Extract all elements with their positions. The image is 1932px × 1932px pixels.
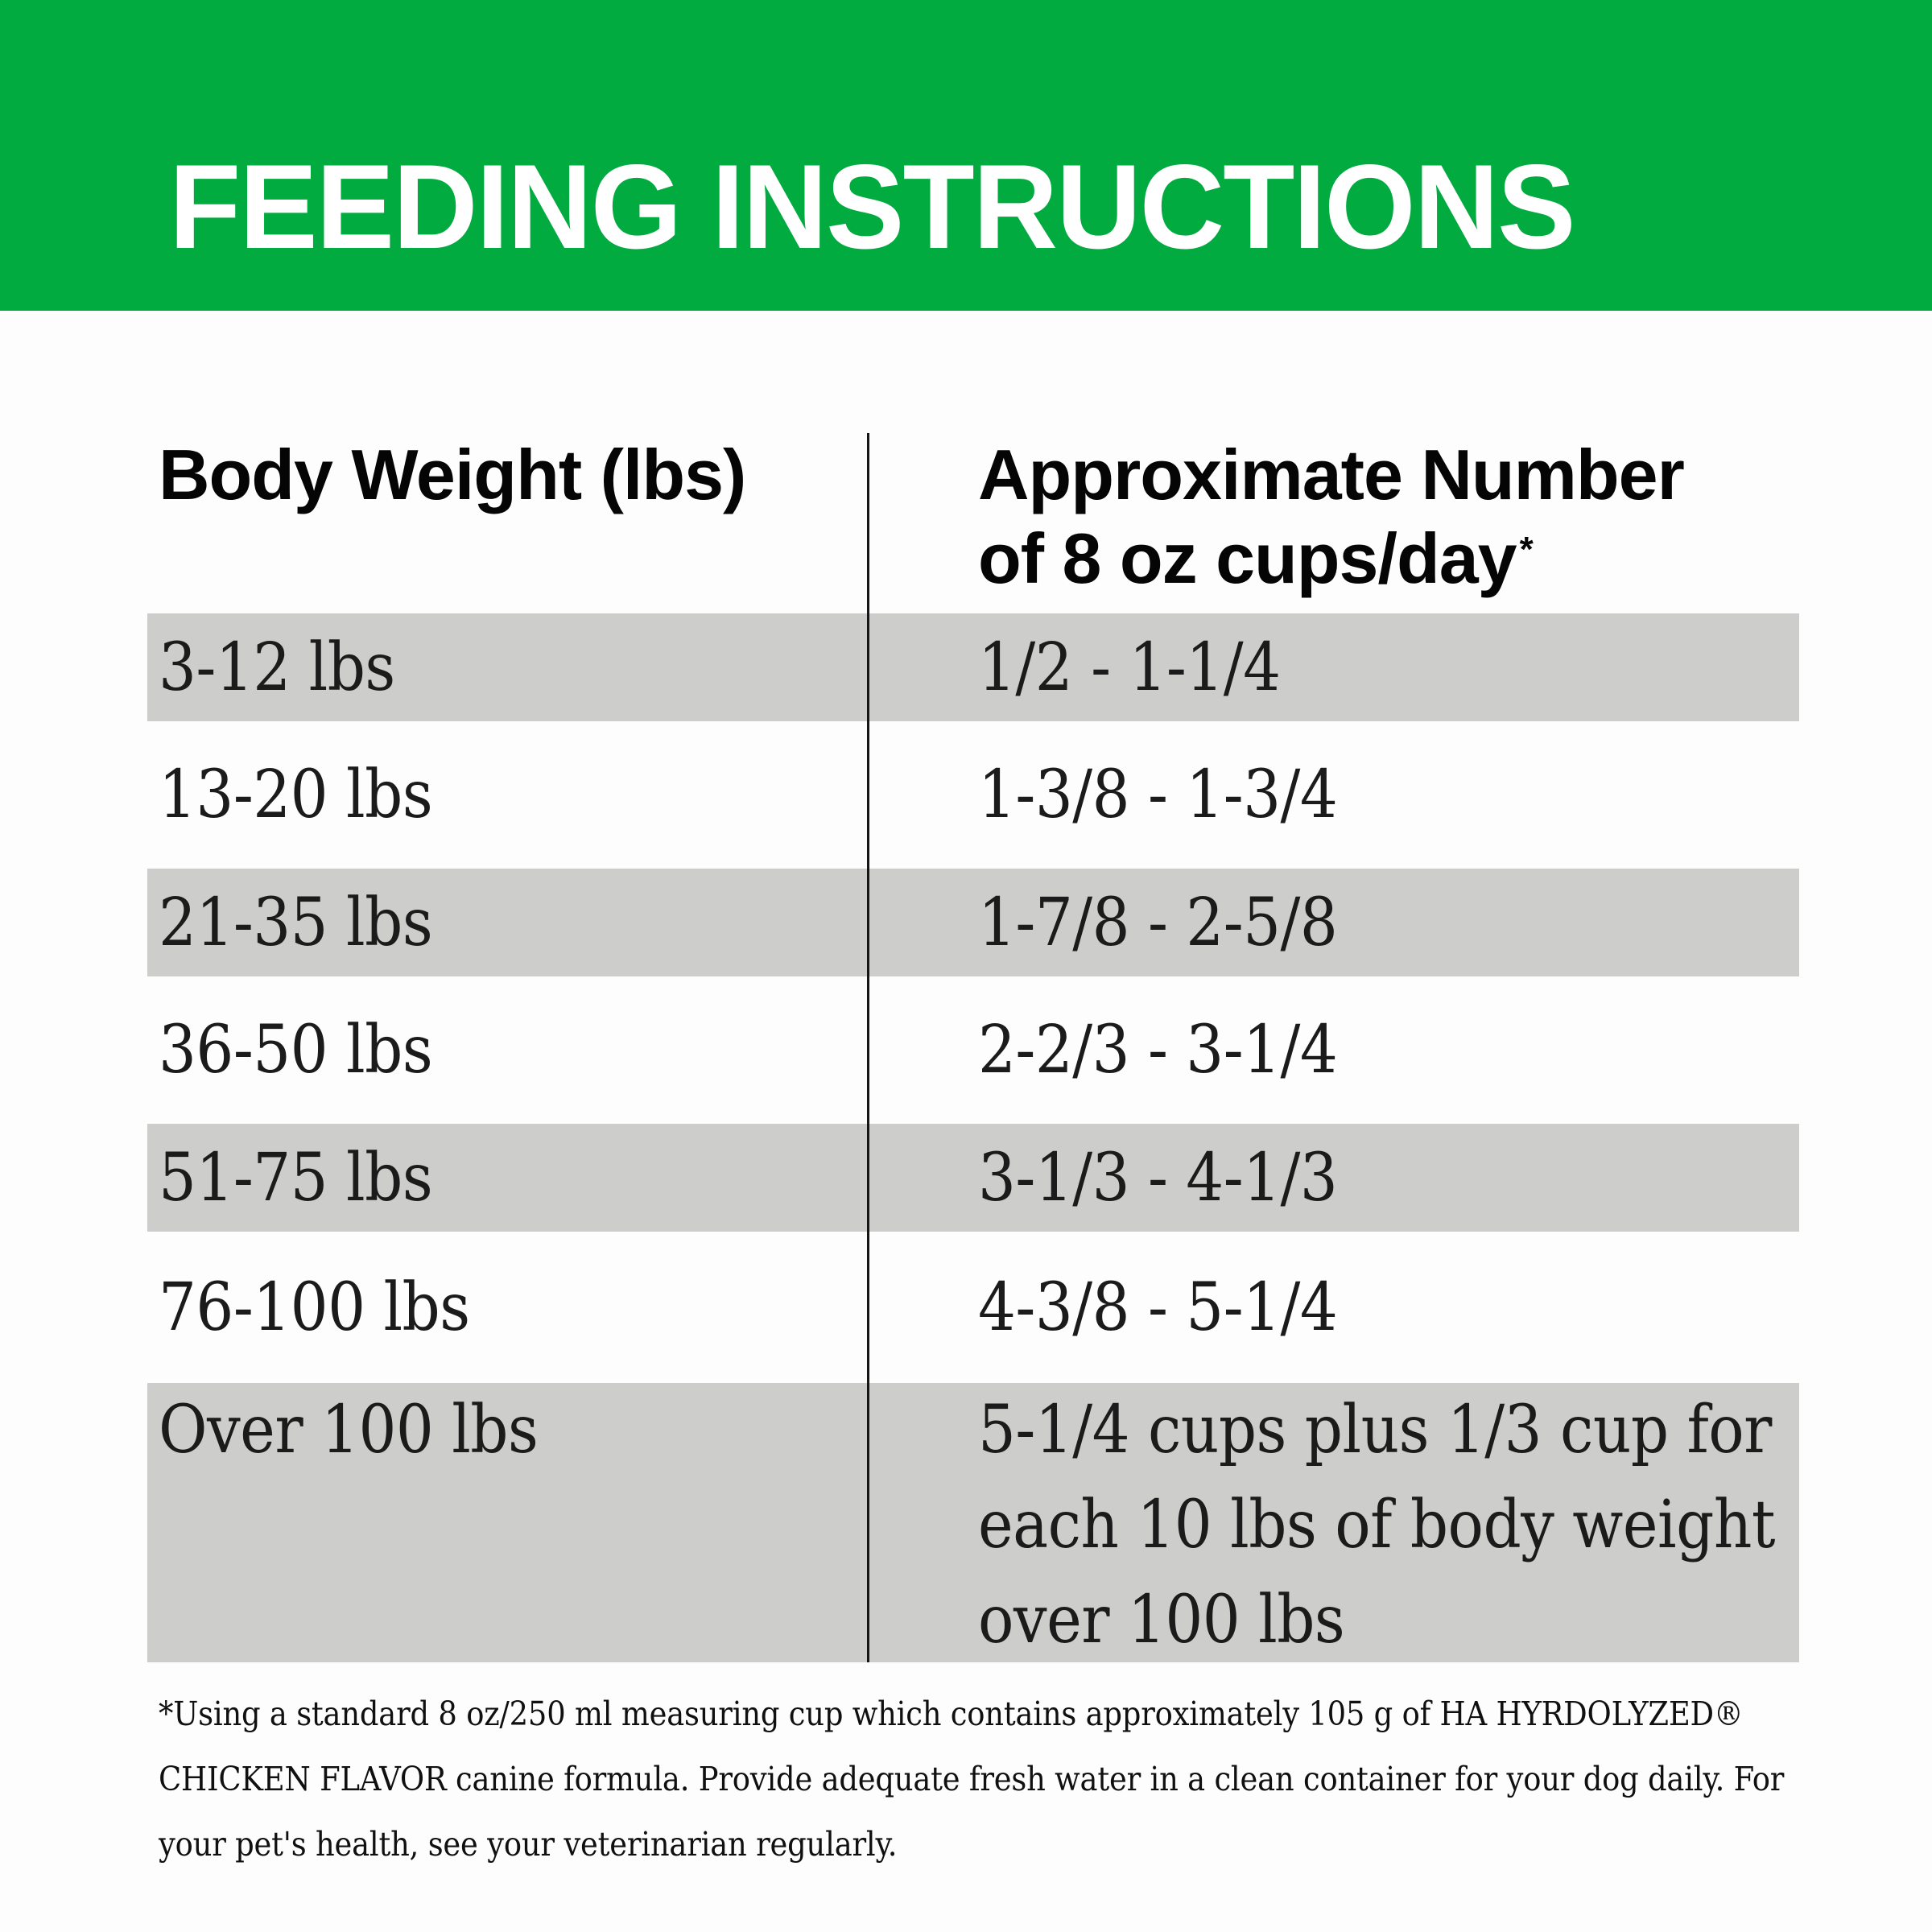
cups-cell: 1/2 - 1-1/4 [978, 629, 1281, 706]
body-weight-cell: 21-35 lbs [159, 884, 433, 961]
cups-cell: 1-3/8 - 1-3/4 [978, 757, 1338, 833]
footnote: *Using a standard 8 oz/250 ml measuring … [159, 1695, 1785, 1864]
column-header-body-weight: Body Weight (lbs) [159, 435, 746, 514]
column-header-cups-line1: Approximate Number [978, 435, 1685, 514]
cups-cell: 1-7/8 - 2-5/8 [978, 884, 1338, 961]
table-row: Over 100 lbs 5-1/4 cups plus 1/3 cup for… [147, 1383, 1799, 1662]
column-header-cups-line2: of 8 oz cups/day [978, 518, 1517, 598]
cups-cell: 5-1/4 cups plus 1/3 cup for each 10 lbs … [978, 1392, 1775, 1658]
body-weight-cell: 36-50 lbs [159, 1012, 433, 1088]
body-weight-cell: 76-100 lbs [159, 1269, 470, 1346]
column-header-cups-per-day: Approximate Number of 8 oz cups/day* [867, 433, 1799, 613]
table-header-row: Body Weight (lbs) Approximate Number of … [147, 433, 1799, 613]
body-weight-cell: 13-20 lbs [159, 757, 433, 833]
body-weight-cell: Over 100 lbs [159, 1392, 539, 1468]
table-row: 13-20 lbs 1-3/8 - 1-3/4 [147, 721, 1799, 869]
page-title: FEEDING INSTRUCTIONS [169, 139, 1576, 274]
body-weight-cell: 51-75 lbs [159, 1139, 433, 1216]
column-divider [867, 433, 869, 1662]
table-row: 21-35 lbs 1-7/8 - 2-5/8 [147, 869, 1799, 976]
table-row: 36-50 lbs 2-2/3 - 3-1/4 [147, 976, 1799, 1124]
cups-cell: 4-3/8 - 5-1/4 [978, 1269, 1338, 1346]
body-weight-cell: 3-12 lbs [159, 629, 395, 706]
cups-cell: 3-1/3 - 4-1/3 [978, 1139, 1338, 1216]
feeding-table: Body Weight (lbs) Approximate Number of … [147, 433, 1799, 1877]
table-row: 51-75 lbs 3-1/3 - 4-1/3 [147, 1124, 1799, 1232]
footnote-marker: * [1519, 529, 1534, 569]
table-row: 3-12 lbs 1/2 - 1-1/4 [147, 613, 1799, 721]
table-row: 76-100 lbs 4-3/8 - 5-1/4 [147, 1232, 1799, 1383]
cups-cell: 2-2/3 - 3-1/4 [978, 1012, 1338, 1088]
header-banner: FEEDING INSTRUCTIONS [0, 0, 1932, 311]
